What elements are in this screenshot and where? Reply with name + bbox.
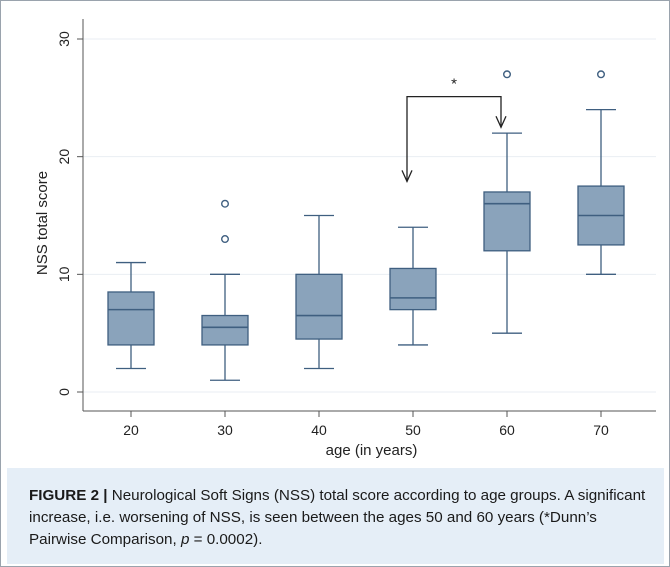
caption-box: FIGURE 2 | Neurological Soft Signs (NSS)… [7, 468, 664, 564]
arrow-head-right [495, 115, 507, 129]
outlier-point [597, 70, 606, 79]
x-axis-title: age (in years) [326, 442, 418, 459]
y-tick-label: 10 [56, 266, 72, 282]
y-axis-title: NSS total score [34, 171, 51, 275]
x-tick-label: 40 [311, 422, 327, 438]
outlier-point [220, 235, 229, 244]
outlier-point [503, 70, 512, 79]
significance-bracket [406, 96, 502, 182]
caption-text: Neurological Soft Signs (NSS) total scor… [29, 487, 646, 548]
plot-area [83, 19, 656, 411]
x-tick-label: 60 [499, 422, 515, 438]
outlier-point [220, 199, 229, 208]
x-tick-label: 30 [217, 422, 233, 438]
box-iqr [483, 191, 531, 252]
caption-p-value: = 0.0002). [189, 531, 263, 548]
y-tick-label: 30 [56, 31, 72, 47]
y-tick-label: 20 [56, 149, 72, 165]
caption-p-symbol: p [180, 531, 190, 548]
box-iqr [295, 273, 343, 340]
box-iqr [201, 314, 249, 346]
x-tick-label: 70 [593, 422, 609, 438]
significance-star: * [451, 76, 457, 93]
x-tick-label: 20 [123, 422, 139, 438]
arrow-head-left [401, 170, 413, 183]
x-tick-label: 50 [405, 422, 421, 438]
box-plot: 0 10 20 30 20 30 40 50 60 70 age (in years) NSS tot… [34, 19, 656, 459]
y-tick-label: 0 [56, 388, 72, 396]
figure-caption: FIGURE 2 | Neurological Soft Signs (NSS)… [29, 485, 654, 551]
box-iqr [389, 267, 437, 311]
box-iqr [107, 291, 155, 346]
caption-label: FIGURE 2 | [29, 487, 108, 504]
